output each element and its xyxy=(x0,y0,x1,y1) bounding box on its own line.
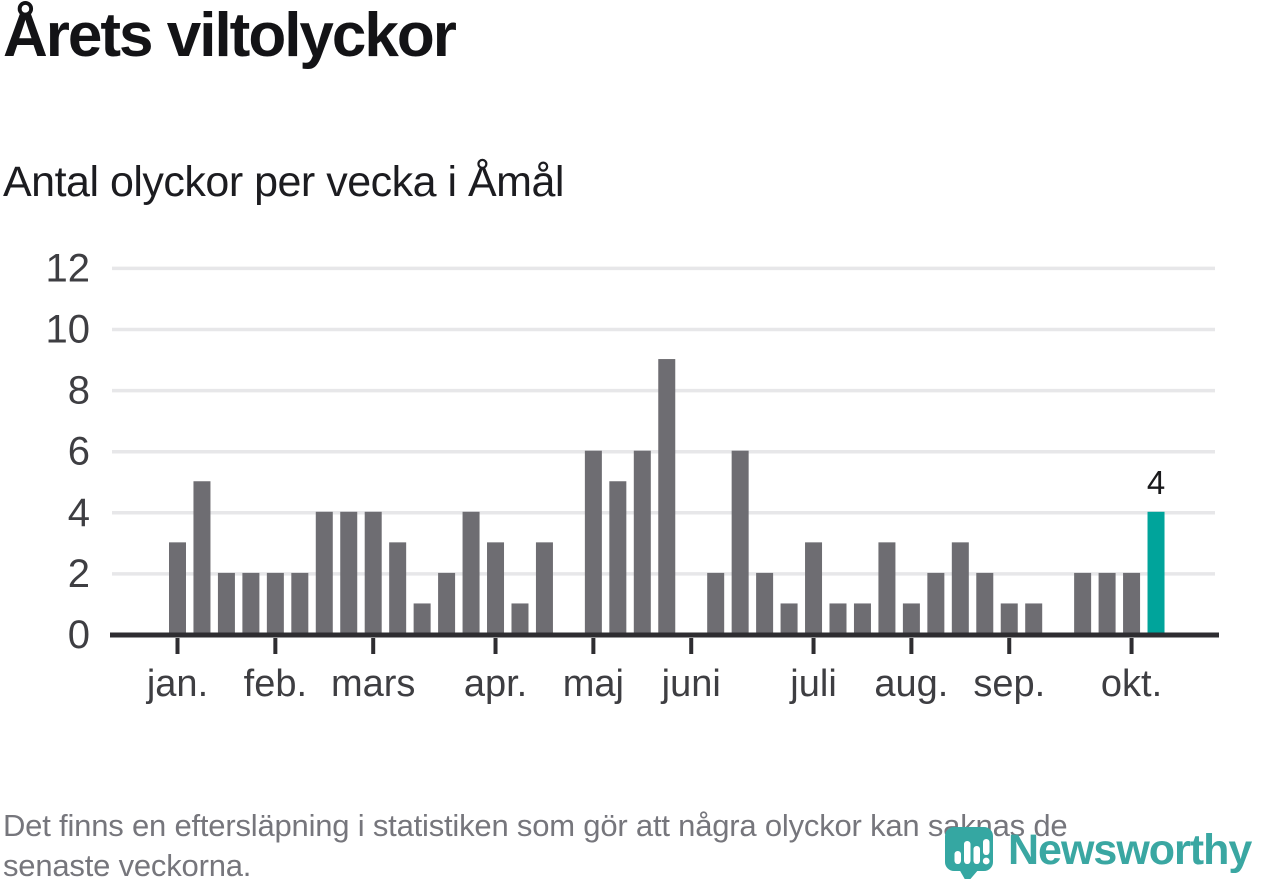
x-axis-line xyxy=(110,632,1219,638)
y-axis-label: 10 xyxy=(46,308,91,352)
bar xyxy=(927,572,945,634)
chart-subtitle: Antal olyckor per vecka i Åmål xyxy=(3,158,564,206)
y-axis-label: 4 xyxy=(68,491,90,535)
bar xyxy=(756,572,774,634)
bar xyxy=(902,603,920,634)
x-tick xyxy=(591,638,596,654)
x-tick xyxy=(273,638,278,654)
newsworthy-wordmark: Newsworthy xyxy=(1008,826,1252,874)
y-axis-label: 8 xyxy=(68,369,90,413)
footnote-line: senaste veckorna. xyxy=(3,848,252,879)
newsworthy-pin-icon xyxy=(945,827,993,879)
bar xyxy=(291,572,309,634)
bar xyxy=(658,359,676,634)
y-axis-label: 6 xyxy=(68,430,90,474)
bar xyxy=(707,572,725,634)
bar-chart: 0 2 4 6 8 10 12 jan. feb. mars apr. maj juni juli aug.… xyxy=(0,238,1262,720)
y-axis-label: 2 xyxy=(68,552,90,596)
x-tick xyxy=(811,638,816,654)
bar xyxy=(609,481,627,634)
bar xyxy=(438,572,456,634)
bar xyxy=(535,542,553,634)
x-tick xyxy=(909,638,914,654)
newsworthy-logo: Newsworthy xyxy=(944,826,1252,879)
bar xyxy=(413,603,431,634)
bar xyxy=(462,511,480,634)
month-label: okt. xyxy=(1101,663,1162,705)
y-axis-label: 0 xyxy=(68,613,90,657)
month-label: mars xyxy=(331,663,415,705)
bar xyxy=(584,450,602,634)
bar xyxy=(805,542,823,634)
bar xyxy=(780,603,798,634)
bar xyxy=(976,572,994,634)
bar xyxy=(1098,572,1116,634)
bar xyxy=(853,603,871,634)
page-title: Årets viltolyckor xyxy=(3,1,457,70)
bar xyxy=(951,542,969,634)
month-label: sep. xyxy=(973,663,1045,705)
value-label: 4 xyxy=(1147,464,1165,501)
footnote: Det finns en eftersläpning i statistiken… xyxy=(3,806,1068,879)
bar xyxy=(1074,572,1092,634)
bar xyxy=(266,572,284,634)
x-tick xyxy=(371,638,376,654)
pin-tail xyxy=(959,869,979,879)
month-label: feb. xyxy=(244,663,307,705)
bar xyxy=(364,511,382,634)
x-tick xyxy=(1007,638,1012,654)
bar xyxy=(1025,603,1043,634)
bar xyxy=(633,450,651,634)
bar xyxy=(878,542,896,634)
x-tick xyxy=(175,638,180,654)
bar xyxy=(169,542,186,634)
pin-bars xyxy=(954,839,990,865)
bar xyxy=(731,450,749,634)
bar xyxy=(389,542,407,634)
bar xyxy=(217,572,235,634)
x-tick xyxy=(1129,638,1134,654)
bar-chart-canvas: 0 2 4 6 8 10 12 jan. feb. mars apr. maj juni juli aug.… xyxy=(46,246,1219,705)
y-axis-label: 12 xyxy=(46,246,91,290)
month-label: aug. xyxy=(874,663,948,705)
bar xyxy=(1123,572,1141,634)
bar xyxy=(193,481,211,634)
x-tick xyxy=(689,638,694,654)
month-label: juni xyxy=(661,663,721,705)
bar xyxy=(315,511,333,634)
month-label: juli xyxy=(789,663,836,705)
bar xyxy=(340,511,358,634)
bar xyxy=(829,603,847,634)
month-label: maj xyxy=(563,663,624,705)
bar xyxy=(487,542,505,634)
month-label: apr. xyxy=(464,663,527,705)
bar xyxy=(242,572,260,634)
bar xyxy=(511,603,529,634)
month-label: jan. xyxy=(146,663,208,705)
highlight-bar xyxy=(1147,511,1165,634)
bar xyxy=(1000,603,1018,634)
footnote-line: Det finns en eftersläpning i statistiken… xyxy=(3,808,1068,843)
x-tick xyxy=(493,638,498,654)
